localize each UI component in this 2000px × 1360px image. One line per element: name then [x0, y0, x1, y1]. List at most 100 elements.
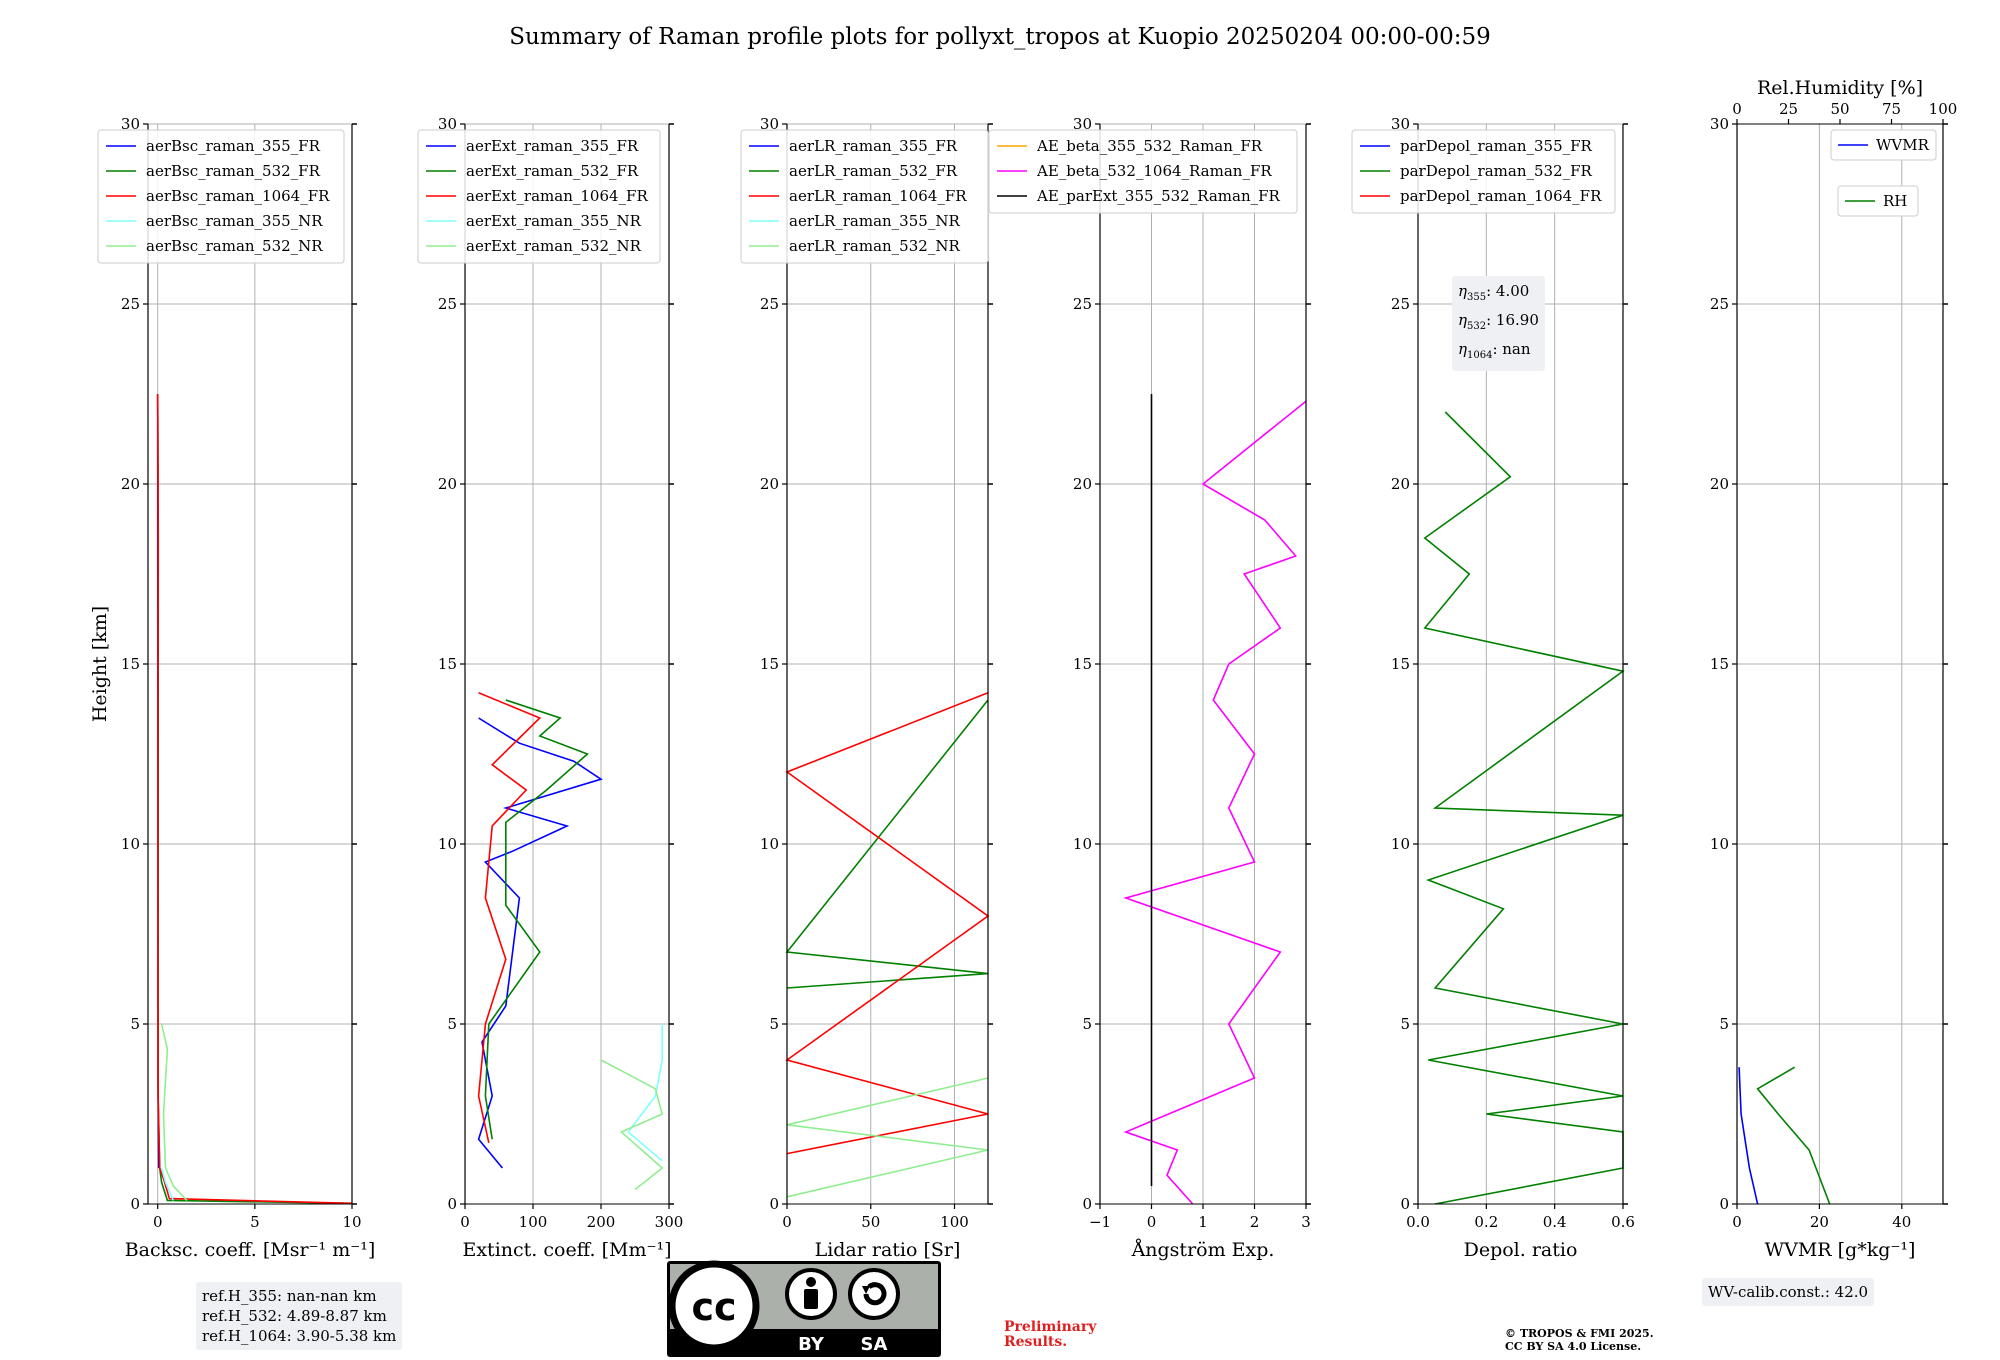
- legend-frame: [1837, 185, 1919, 217]
- x-tick-label: 0: [460, 1213, 470, 1231]
- y-tick-label: 25: [1073, 295, 1092, 313]
- legend-label: WVMR: [1876, 136, 1930, 154]
- series-line-WVMR: [1738, 1067, 1759, 1205]
- y-tick-label: 0: [1719, 1195, 1729, 1213]
- y-tick-label: 25: [760, 295, 779, 313]
- series-line-aerExt_raman_532_NR: [600, 1059, 664, 1191]
- eta-1064: η1064: nan: [1458, 340, 1531, 361]
- y-tick-label: 30: [121, 115, 140, 133]
- x-tick-label: 200: [587, 1213, 616, 1231]
- cc-text: cc: [691, 1285, 736, 1329]
- series-line-aerLR_raman_532_NR: [786, 1077, 989, 1198]
- series-line-aerBsc_raman_532_NR: [160, 1023, 188, 1201]
- y-axis-label: Height [km]: [89, 606, 111, 722]
- legend-lr: aerLR_raman_355_FR aerLR_raman_532_FR aerL…: [740, 129, 989, 264]
- legend-label: aerBsc_raman_532_FR: [146, 162, 321, 180]
- legend-frame: [1351, 129, 1616, 214]
- legend-frame: [417, 129, 661, 264]
- x2-axis-label: Rel.Humidity [%]: [1757, 77, 1923, 99]
- y-tick-label: 20: [1073, 475, 1092, 493]
- x2-tick-label: 0: [1732, 100, 1742, 118]
- series-line-aerLR_raman_532_FR: [785, 699, 989, 989]
- panel-depol: 0 5 10 15 20 25 30 0.0 0.2 0.4 0.6 Depol. ratio parD…: [1351, 115, 1635, 1261]
- x-tick-label: 40: [1892, 1213, 1911, 1231]
- cc-icon: [668, 1260, 760, 1352]
- y-tick-label: 10: [760, 835, 779, 853]
- x-tick-label: 50: [861, 1213, 880, 1231]
- x-tick-label: 20: [1810, 1213, 1829, 1231]
- x-tick-label: 0.2: [1474, 1213, 1498, 1231]
- y-tick-label: 15: [1073, 655, 1092, 673]
- y-tick-label: 0: [769, 1195, 779, 1213]
- x-tick-label: 0: [1147, 1213, 1157, 1231]
- y-tick-label: 10: [1391, 835, 1410, 853]
- y-tick-label: 30: [760, 115, 779, 133]
- legend-label: aerExt_raman_1064_FR: [466, 187, 648, 205]
- legend-frame: [988, 129, 1298, 214]
- y-tick-label: 20: [438, 475, 457, 493]
- legend-label: RH: [1883, 192, 1907, 210]
- y-tick-label: 0: [1400, 1195, 1410, 1213]
- eta-532: η532: 16.90: [1458, 311, 1539, 332]
- legend-label: aerLR_raman_355_NR: [789, 212, 960, 230]
- y-tick-label: 15: [1710, 655, 1729, 673]
- x-tick-label: 3: [1301, 1213, 1311, 1231]
- legend-frame: [97, 129, 345, 264]
- y-tick-label: 10: [121, 835, 140, 853]
- wv-calib-box: WV-calib.const.: 42.0: [1702, 1278, 1875, 1306]
- series-line-aerExt_raman_1064_FR: [477, 692, 542, 1143]
- series-line-parDepol_raman_532_FR: [1423, 411, 1625, 1205]
- preliminary-note: Preliminary Results.: [1004, 1319, 1097, 1350]
- cc-by-sa-badge: cc BY SA: [667, 1260, 941, 1357]
- series-line-aerExt_raman_355_NR: [627, 1024, 663, 1162]
- y-tick-label: 25: [1391, 295, 1410, 313]
- x-tick-label: 5: [250, 1213, 260, 1231]
- x2-tick-label: 100: [1929, 100, 1958, 118]
- y-tick-label: 20: [121, 475, 140, 493]
- y-tick-label: 15: [760, 655, 779, 673]
- series-line-aerExt_raman_355_FR: [477, 717, 603, 1169]
- y-tick-label: 25: [1710, 295, 1729, 313]
- ref-height-1064: ref.H_1064: 3.90-5.38 km: [202, 1327, 397, 1345]
- y-tick-label: 30: [1710, 115, 1729, 133]
- y-tick-label: 30: [1391, 115, 1410, 133]
- legend-label: parDepol_raman_355_FR: [1400, 137, 1593, 155]
- legend-ae: AE_beta_355_532_Raman_FR AE_beta_532_1064…: [988, 129, 1298, 214]
- copyright-note: © TROPOS & FMI 2025. CC BY SA 4.0 Licens…: [1505, 1327, 1654, 1353]
- ref-heights-box: ref.H_355: nan-nan km ref.H_532: 4.89-8.…: [196, 1282, 403, 1350]
- legend-bsc: aerBsc_raman_355_FR aerBsc_raman_532_FRae…: [97, 129, 345, 264]
- legend-label: aerExt_raman_532_FR: [466, 162, 639, 180]
- series-line-aerBsc_raman_1064_FR: [156, 393, 353, 1205]
- legend-label: aerLR_raman_1064_FR: [789, 187, 967, 205]
- x-axis-label: WVMR [g*kg⁻¹]: [1765, 1239, 1916, 1261]
- sa-text: SA: [861, 1334, 888, 1355]
- y-tick-label: 0: [1082, 1195, 1092, 1213]
- legend-label: aerLR_raman_355_FR: [789, 137, 958, 155]
- y-tick-label: 5: [769, 1015, 779, 1033]
- y-tick-label: 0: [130, 1195, 140, 1213]
- legend-label: aerLR_raman_532_NR: [789, 237, 960, 255]
- series-line-AE_beta_532_1064_Raman_FR: [1123, 400, 1307, 1205]
- y-tick-label: 20: [760, 475, 779, 493]
- series-line-aerExt_raman_532_FR: [484, 699, 589, 1140]
- x-axis-label: Depol. ratio: [1464, 1239, 1578, 1261]
- y-tick-label: 10: [1073, 835, 1092, 853]
- series-line-aerLR_raman_1064_FR: [785, 692, 990, 1155]
- legend-label: AE_beta_355_532_Raman_FR: [1036, 137, 1263, 155]
- eta-box: η355: 4.00 η532: 16.90 η1064: nan: [1452, 276, 1545, 371]
- y-tick-label: 25: [438, 295, 457, 313]
- sa-icon: [848, 1268, 900, 1320]
- x-tick-label: 100: [940, 1213, 969, 1231]
- panel-bsc: 0 5 10 15 20 25 30 0 5 10 Backsc. coeff. [Msr⁻¹ m⁻…: [89, 115, 375, 1261]
- legend-label: aerBsc_raman_355_FR: [146, 137, 321, 155]
- x-tick-label: 100: [519, 1213, 548, 1231]
- x-tick-label: 1: [1198, 1213, 1208, 1231]
- series-line-aerBsc_raman_355_NR: [160, 1167, 175, 1201]
- x-tick-label: 300: [655, 1213, 684, 1231]
- y-tick-label: 20: [1710, 475, 1729, 493]
- wv-calib-const: WV-calib.const.: 42.0: [1708, 1283, 1869, 1301]
